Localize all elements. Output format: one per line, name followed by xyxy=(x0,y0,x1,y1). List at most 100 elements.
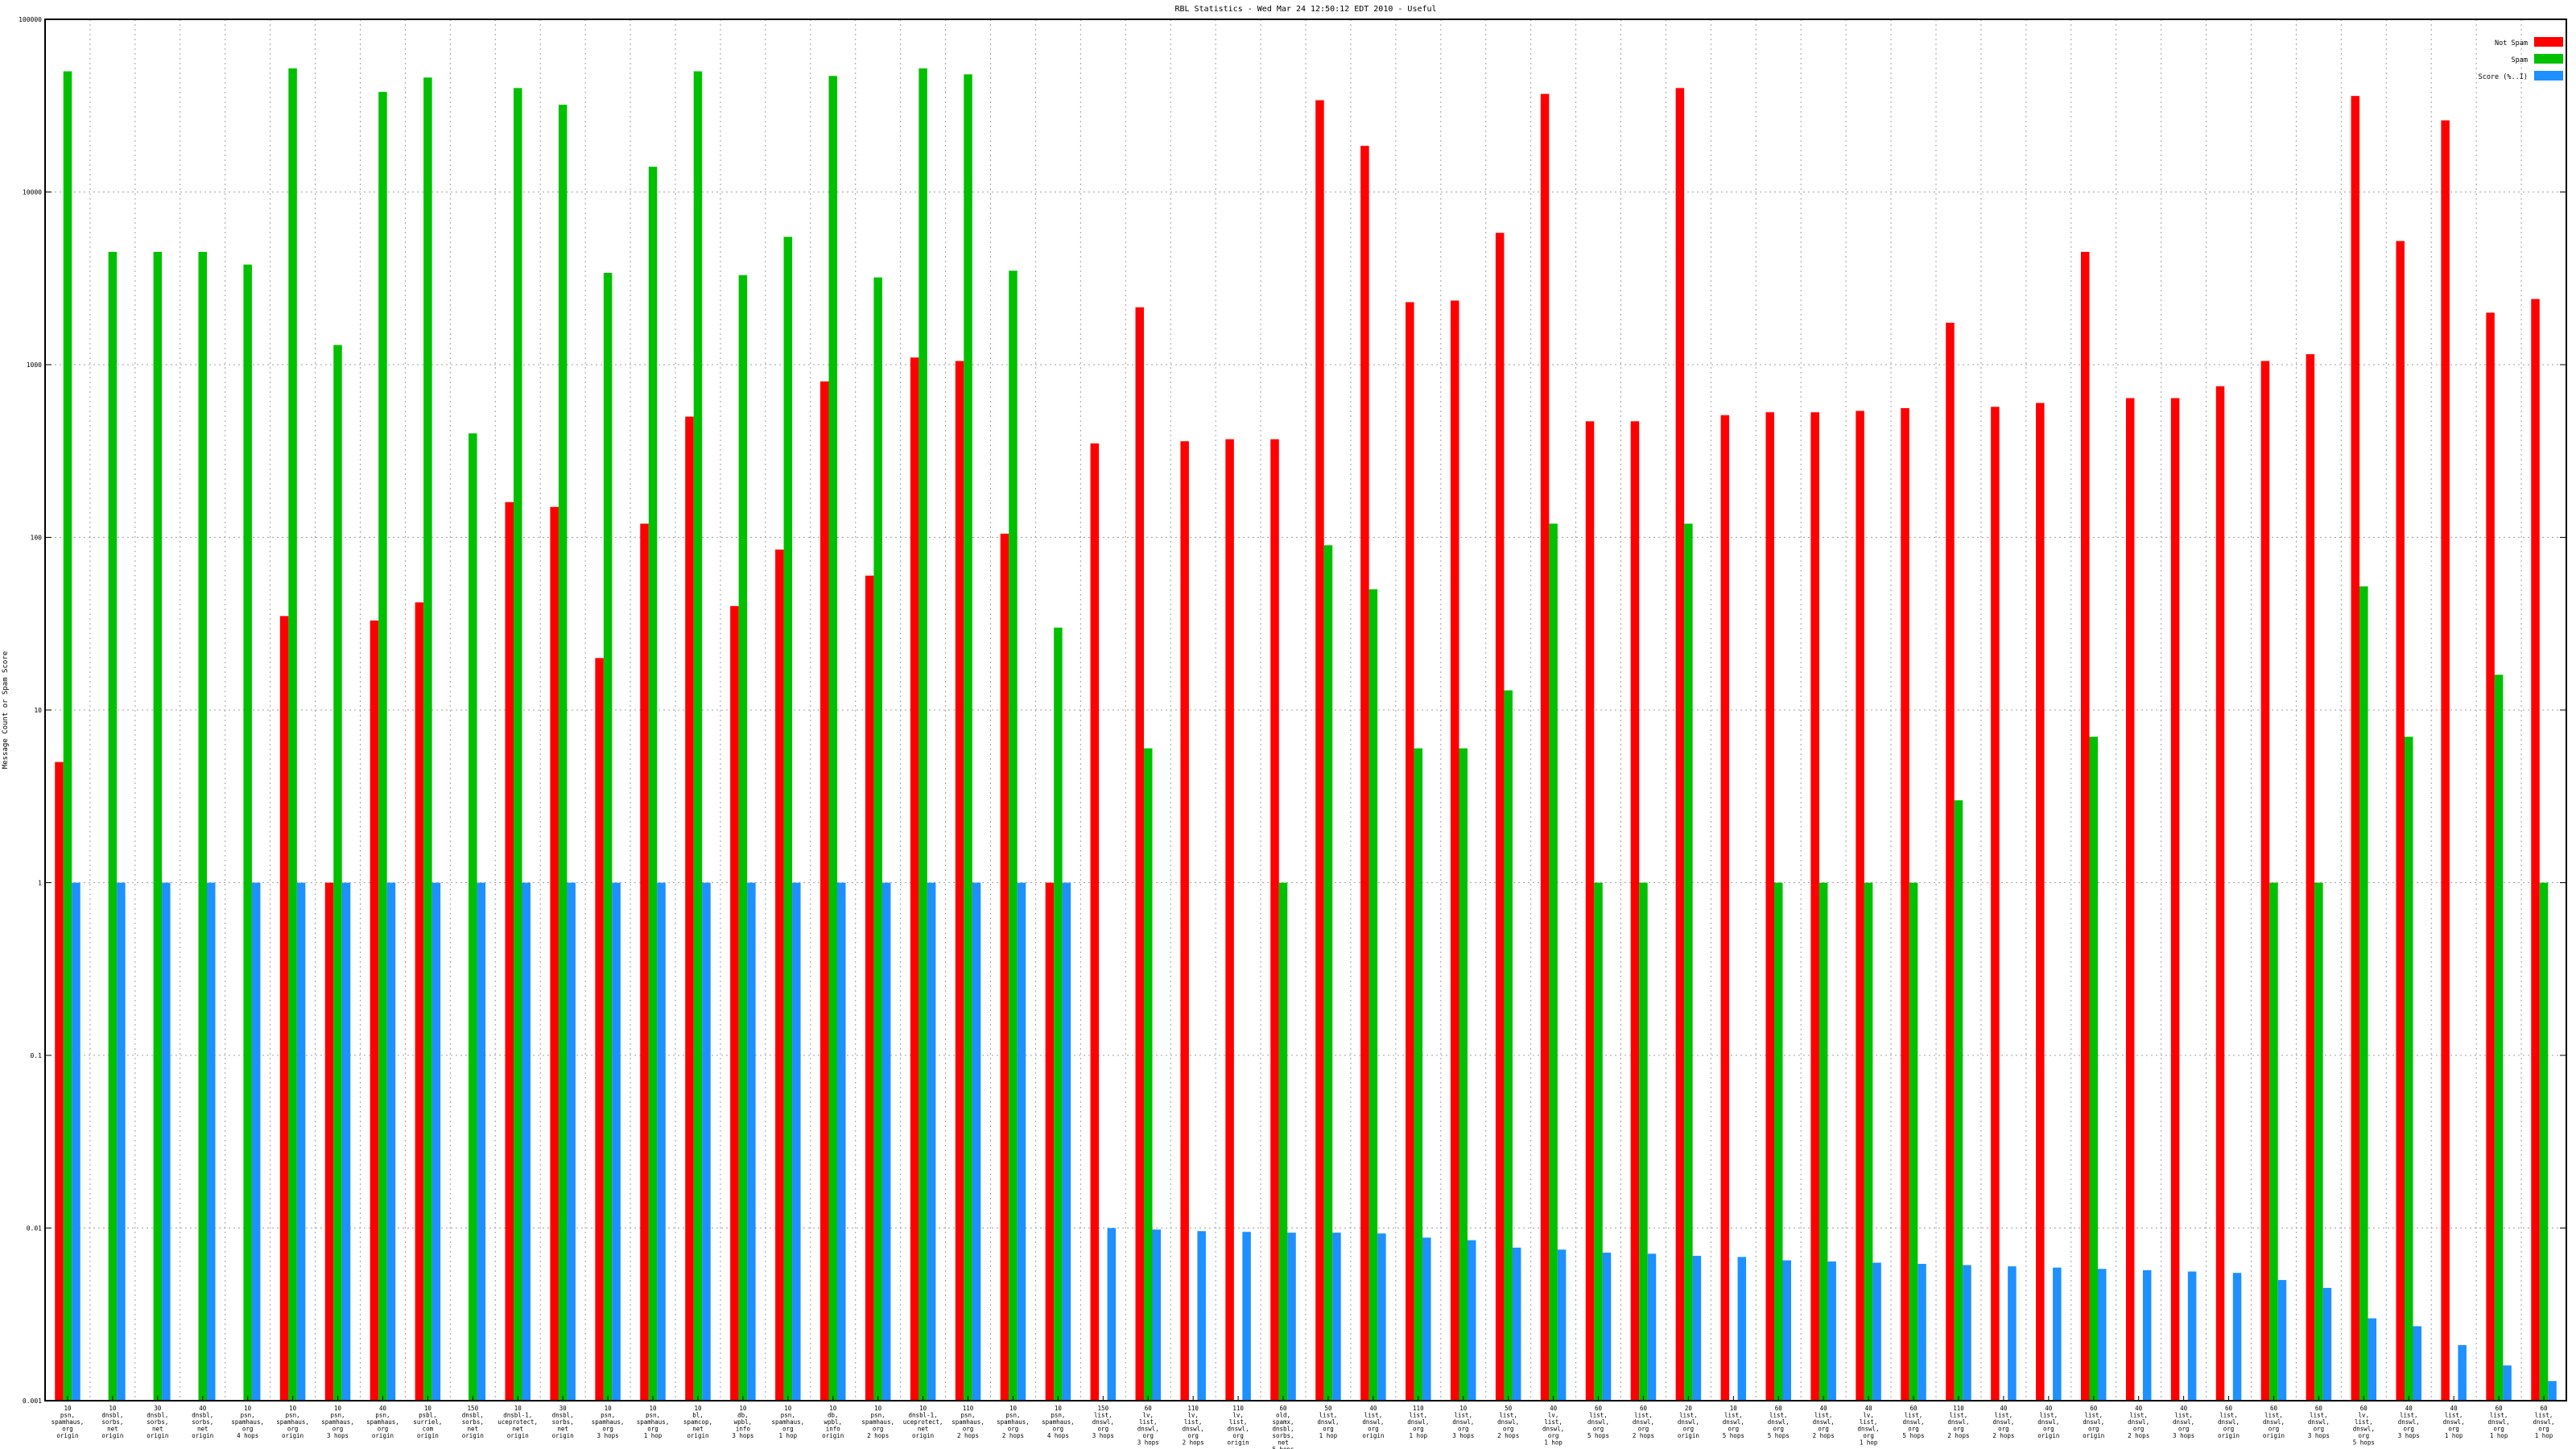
bar-not-spam xyxy=(1090,443,1100,1402)
y-axis-label: Message Count or Spam Score xyxy=(2,651,10,769)
x-tick-label: 40 lv, list, dnswl, org 1 hop xyxy=(1542,1405,1564,1447)
bar-spam xyxy=(648,167,658,1402)
bar-score-i xyxy=(2008,1266,2017,1401)
bar-not-spam xyxy=(1675,88,1685,1401)
y-tick-label: 0.01 xyxy=(27,1225,42,1232)
x-tick-label: 110 lv, list, dnswl, org origin xyxy=(1228,1405,1249,1447)
bar-score-i xyxy=(2413,1326,2421,1401)
bar-score-i xyxy=(386,882,396,1401)
bar-score-i xyxy=(1827,1261,1836,1401)
bar-spam xyxy=(1323,545,1333,1402)
bar-score-i xyxy=(881,882,891,1401)
x-tick-label: 10 dnsbl-1, uceprotect, net origin xyxy=(497,1405,538,1439)
bar-not-spam xyxy=(279,616,289,1401)
x-tick-label: 10 db, wpbl, info 3 hops xyxy=(732,1405,753,1439)
x-tick-label: 10 dnsbl-1, uceprotect, net origin xyxy=(903,1405,943,1439)
bar-not-spam xyxy=(1810,412,1819,1401)
bar-spam xyxy=(783,237,793,1402)
x-tick-label: 10 db, wpbl, info origin xyxy=(822,1405,844,1439)
bar-score-i xyxy=(612,882,621,1401)
bar-score-i xyxy=(2458,1344,2467,1401)
bar-score-i xyxy=(2232,1273,2242,1401)
bar-score-i xyxy=(1918,1264,1926,1401)
x-tick-label: 110 lv, list, dnswl, org 2 hops xyxy=(1183,1405,1204,1447)
x-tick-label: 40 lv, list, dnswl, org 1 hop xyxy=(1858,1405,1880,1447)
bar-not-spam xyxy=(1270,439,1279,1401)
bar-not-spam xyxy=(775,549,784,1401)
bar-score-i xyxy=(657,882,666,1401)
x-tick-label: 50 list, dnswl, org 1 hop xyxy=(1317,1405,1339,1439)
bar-not-spam xyxy=(595,658,604,1401)
bar-spam xyxy=(738,275,748,1401)
bar-spam xyxy=(153,251,163,1401)
x-tick-label: 40 list, dnswl, org 1 hop xyxy=(2443,1405,2465,1439)
bar-score-i xyxy=(207,882,216,1401)
bar-spam xyxy=(423,77,432,1401)
bar-spam xyxy=(378,92,387,1401)
x-tick-label: 60 list, dnswl, org 3 hops xyxy=(2308,1405,2330,1439)
bar-not-spam xyxy=(685,416,694,1401)
bar-score-i xyxy=(1468,1240,1476,1401)
x-tick-label: 60 list, dnswl, org 1 hop xyxy=(2533,1405,2554,1439)
bar-not-spam xyxy=(324,882,334,1401)
bar-spam xyxy=(1054,627,1063,1401)
x-tick-label: 10 psn, spamhaus, org 4 hops xyxy=(231,1405,264,1439)
bar-spam xyxy=(1818,882,1828,1401)
bar-not-spam xyxy=(1991,407,2000,1401)
bar-spam xyxy=(603,272,613,1401)
bar-not-spam xyxy=(1000,533,1009,1402)
y-tick-label: 10000 xyxy=(23,189,42,196)
bar-score-i xyxy=(477,882,486,1401)
x-tick-label: 60 list, dnswl, org origin xyxy=(2083,1405,2104,1439)
x-tick-label: 60 list, dnswl, org origin xyxy=(2218,1405,2240,1439)
x-tick-label: 20 list, dnswl, org origin xyxy=(1678,1405,1699,1439)
x-tick-label: 40 list, dnswl, org origin xyxy=(1362,1405,1384,1439)
x-tick-label: 150 list, dnswl, org 3 hops xyxy=(1092,1405,1114,1439)
x-tick-label: 110 list, dnswl, org 1 hop xyxy=(1407,1405,1429,1439)
bar-score-i xyxy=(1602,1253,1612,1401)
x-tick-label: 40 list, dnswl, org 3 hops xyxy=(2173,1405,2194,1439)
x-tick-label: 60 lv, list, dnswl, org 5 hops xyxy=(2353,1405,2375,1447)
x-tick-label: 60 list, dnswl, org 2 hops xyxy=(1633,1405,1654,1439)
bar-spam xyxy=(2539,882,2549,1401)
x-tick-label: 10 psn, spamhaus, org origin xyxy=(52,1405,85,1439)
bar-spam xyxy=(108,251,118,1401)
bar-score-i xyxy=(1017,882,1026,1401)
bar-score-i xyxy=(1287,1232,1296,1401)
bar-score-i xyxy=(1062,882,1071,1401)
bar-spam xyxy=(1594,882,1603,1401)
bar-not-spam xyxy=(550,506,559,1401)
bar-spam xyxy=(964,74,972,1401)
bar-score-i xyxy=(1422,1237,1431,1401)
bar-spam xyxy=(1414,748,1423,1401)
x-tick-label: 10 dnsbl, sorbs, net origin xyxy=(101,1405,123,1439)
bar-spam xyxy=(1639,882,1648,1401)
bar-spam xyxy=(2089,737,2098,1401)
bar-not-spam xyxy=(1585,421,1595,1402)
legend-swatch xyxy=(2534,37,2563,47)
bar-score-i xyxy=(2098,1269,2107,1401)
bar-spam xyxy=(2359,586,2368,1401)
bar-not-spam xyxy=(730,605,739,1401)
x-tick-label: 10 psn, spamhaus, org 3 hops xyxy=(321,1405,354,1439)
bar-not-spam xyxy=(55,762,64,1401)
bar-score-i xyxy=(1332,1232,1341,1401)
x-tick-label: 150 dnsbl, sorbs, net origin xyxy=(462,1405,484,1439)
bar-not-spam xyxy=(369,620,379,1401)
bar-spam xyxy=(873,277,882,1402)
x-tick-label: 10 psn, spamhaus, org 2 hops xyxy=(997,1405,1030,1439)
bar-spam xyxy=(514,88,522,1401)
bar-spam xyxy=(1459,748,1468,1401)
x-tick-label: 10 list, dnswl, org 3 hops xyxy=(1452,1405,1474,1439)
x-tick-label: 10 psn, spamhaus, org 2 hops xyxy=(861,1405,894,1439)
bar-spam xyxy=(2269,882,2278,1401)
bar-not-spam xyxy=(2351,96,2360,1402)
bar-score-i xyxy=(296,882,306,1401)
bar-not-spam xyxy=(1720,415,1730,1401)
bar-score-i xyxy=(1692,1256,1702,1401)
x-tick-label: 40 dnsbl, sorbs, net origin xyxy=(192,1405,213,1439)
bar-score-i xyxy=(251,882,261,1401)
bar-not-spam xyxy=(2170,398,2180,1401)
x-tick-label: 60 list, dnswl, org 5 hops xyxy=(1587,1405,1609,1439)
legend-swatch xyxy=(2534,54,2563,64)
